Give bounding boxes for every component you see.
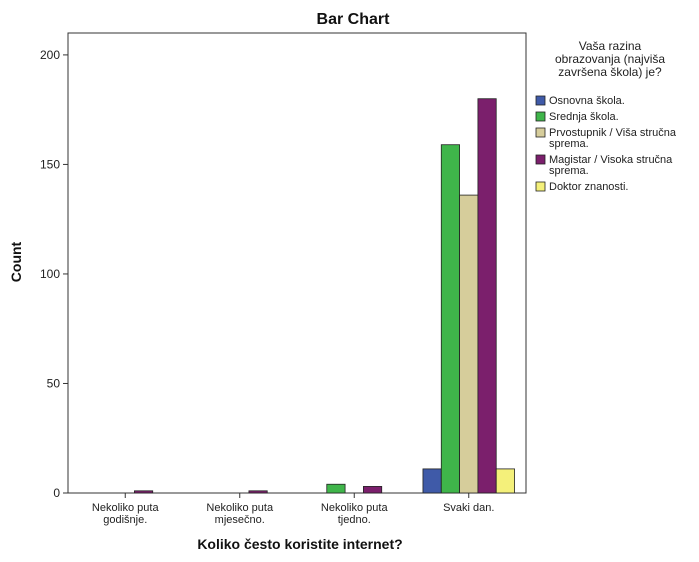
x-axis-label: Koliko često koristite internet? [197,536,402,552]
legend-label: Osnovna škola. [549,95,625,107]
legend-title: obrazovanja (najviša [555,52,665,66]
y-axis: 0 50 100 150 200 [40,48,68,500]
y-tick-label: 50 [47,376,61,390]
bar [326,483,346,494]
bar [422,468,442,494]
x-tick-label: tjedno. [338,514,371,526]
legend-swatch [535,181,546,192]
legend-label: Magistar / Visoka stručna [549,154,673,166]
legend-title: završena škola) je? [558,65,662,79]
legend-swatch [535,127,546,138]
x-tick-label: Nekoliko puta [321,502,389,514]
x-tick-label: Svaki dan. [443,502,494,514]
y-axis-label: Count [8,241,24,282]
bar [459,194,479,494]
chart-title: Bar Chart [317,11,391,28]
x-tick-label: Nekoliko puta [92,502,160,514]
y-tick-label: 100 [40,267,60,281]
legend-swatch [535,111,546,122]
y-tick-label: 150 [40,157,60,171]
y-tick-label: 200 [40,48,60,62]
x-tick-label: Nekoliko puta [206,502,274,514]
bar [477,98,497,494]
bar [134,490,154,494]
legend-label: sprema. [549,165,589,177]
legend-label: Prvostupnik / Viša stručna [549,127,677,139]
legend-swatch [535,154,546,165]
x-tick-label: mjesečno. [215,514,265,526]
y-tick-label: 0 [53,486,60,500]
x-tick-label: godišnje. [103,514,147,526]
bar [440,144,460,494]
bar [248,490,268,494]
legend-swatch [535,95,546,106]
bars-group [134,98,515,494]
legend-label: Doktor znanosti. [549,181,628,193]
legend-title: Vaša razina [579,39,642,53]
bar [363,486,383,494]
bar [495,468,515,494]
legend-label: Srednja škola. [549,111,619,123]
legend-label: sprema. [549,138,589,150]
